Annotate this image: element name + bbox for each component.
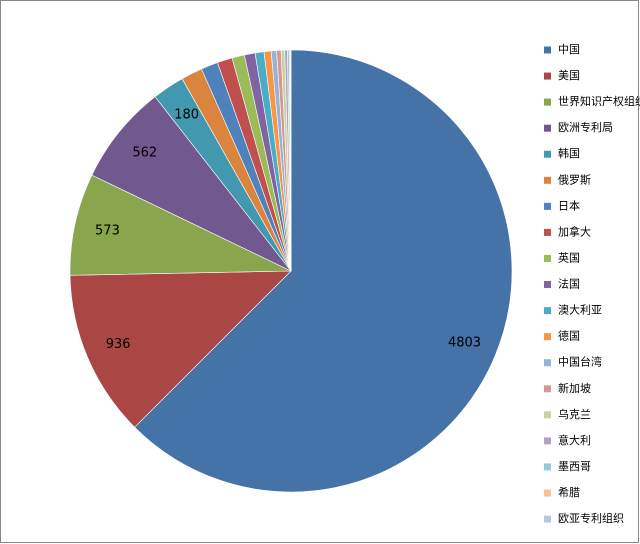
data-label: 573 — [95, 223, 120, 238]
legend-swatch — [544, 72, 551, 80]
legend-swatch — [544, 515, 551, 523]
legend-label: 欧亚专利组织 — [558, 511, 624, 525]
legend-swatch — [544, 333, 551, 341]
legend-label: 法国 — [558, 277, 580, 291]
legend-swatch — [544, 124, 551, 132]
legend-label: 英国 — [558, 250, 580, 264]
legend-swatch — [544, 385, 551, 393]
legend-swatch — [544, 176, 551, 184]
legend-label: 欧洲专利局 — [558, 120, 613, 134]
legend-label: 中国台湾 — [558, 355, 602, 369]
legend-swatch — [544, 359, 551, 367]
legend-swatch — [544, 463, 551, 471]
legend-swatch — [544, 411, 551, 419]
legend-swatch — [544, 437, 551, 445]
pie-slice — [69, 174, 292, 276]
data-label: 180 — [174, 107, 199, 122]
legend-swatch — [544, 489, 551, 497]
legend-label: 乌克兰 — [558, 407, 591, 421]
pie-slice — [91, 96, 292, 272]
legend-swatch — [544, 202, 551, 210]
data-label: 562 — [132, 146, 157, 161]
legend-label: 中国 — [558, 43, 580, 56]
legend-swatch — [544, 46, 551, 54]
legend-label: 世界知识产权组织 — [558, 94, 640, 108]
legend-label: 俄罗斯 — [558, 173, 591, 186]
legend-swatch — [544, 150, 551, 158]
legend-label: 日本 — [558, 198, 580, 212]
legend-label: 韩国 — [558, 146, 580, 160]
data-label: 4803 — [448, 335, 481, 350]
legend-label: 德国 — [558, 329, 580, 343]
legend-label: 新加坡 — [558, 381, 591, 395]
legend-label: 希腊 — [558, 485, 580, 499]
legend-swatch — [544, 228, 551, 236]
pie-slice — [134, 49, 513, 493]
legend-label: 美国 — [558, 69, 580, 82]
pie-slice — [69, 270, 292, 428]
legend-swatch — [544, 307, 551, 315]
data-label: 936 — [106, 337, 131, 352]
legend-swatch — [544, 281, 551, 289]
legend-label: 墨西哥 — [558, 460, 591, 473]
legend-swatch — [544, 98, 551, 106]
legend-label: 加拿大 — [558, 224, 591, 238]
legend-label: 意大利 — [558, 433, 591, 447]
legend-swatch — [544, 254, 551, 262]
legend-label: 澳大利亚 — [558, 303, 602, 317]
pie-slice — [289, 49, 292, 272]
